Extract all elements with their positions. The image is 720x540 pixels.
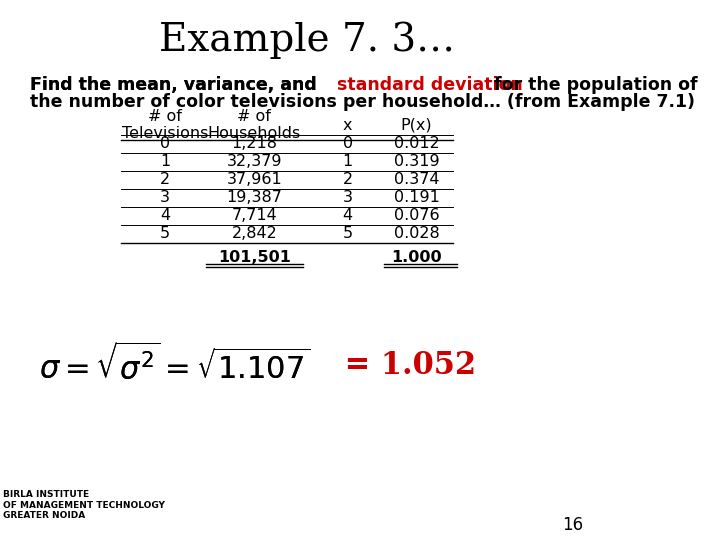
Text: P(x): P(x)	[401, 118, 433, 132]
Text: 1.000: 1.000	[391, 249, 442, 265]
Text: 2: 2	[343, 172, 353, 187]
Text: # of
Households: # of Households	[207, 109, 301, 141]
Text: $\sigma = \sqrt{\sigma^2} = \sqrt{1.107}$: $\sigma = \sqrt{\sigma^2} = \sqrt{1.107}…	[40, 343, 311, 386]
Text: 1: 1	[343, 154, 353, 170]
Text: x: x	[343, 118, 352, 132]
Text: 0: 0	[160, 137, 170, 152]
Text: $\sigma = \sqrt{\sigma^2} = \sqrt{1.107}$: $\sigma = \sqrt{\sigma^2} = \sqrt{1.107}…	[40, 343, 311, 386]
Text: 5: 5	[160, 226, 170, 241]
Text: BIRLA INSTITUTE
OF MANAGEMENT TECHNOLOGY
GREATER NOIDA: BIRLA INSTITUTE OF MANAGEMENT TECHNOLOGY…	[3, 490, 165, 520]
Text: the number of color televisions per household… (from Example 7.1): the number of color televisions per hous…	[30, 93, 695, 111]
Text: 0.012: 0.012	[394, 137, 439, 152]
Text: 5: 5	[343, 226, 353, 241]
Text: 0: 0	[343, 137, 353, 152]
Text: 0.319: 0.319	[394, 154, 439, 170]
Text: Example 7. 3…: Example 7. 3…	[159, 21, 455, 59]
Text: 3: 3	[160, 191, 170, 206]
Text: 16: 16	[562, 516, 582, 534]
Text: 3: 3	[343, 191, 353, 206]
Text: Find the mean, variance, and: Find the mean, variance, and	[30, 76, 323, 94]
Text: 2: 2	[160, 172, 170, 187]
Text: 1,218: 1,218	[231, 137, 277, 152]
Text: for the population of: for the population of	[488, 76, 698, 94]
Text: = 1.052: = 1.052	[333, 349, 476, 381]
Text: 2,842: 2,842	[231, 226, 277, 241]
Text: 19,387: 19,387	[226, 191, 282, 206]
Text: 1: 1	[160, 154, 170, 170]
Text: standard deviation: standard deviation	[337, 76, 523, 94]
Text: 4: 4	[160, 208, 170, 224]
Text: 7,714: 7,714	[231, 208, 277, 224]
Text: 0.076: 0.076	[394, 208, 439, 224]
Text: 32,379: 32,379	[227, 154, 282, 170]
Text: 101,501: 101,501	[218, 249, 291, 265]
Text: 0.028: 0.028	[394, 226, 439, 241]
Text: # of
Televisions: # of Televisions	[122, 109, 208, 141]
Text: 0.374: 0.374	[394, 172, 439, 187]
Text: 37,961: 37,961	[227, 172, 282, 187]
Text: 0.191: 0.191	[394, 191, 439, 206]
Text: Find the mean, variance, and: Find the mean, variance, and	[30, 76, 323, 94]
Text: 4: 4	[343, 208, 353, 224]
